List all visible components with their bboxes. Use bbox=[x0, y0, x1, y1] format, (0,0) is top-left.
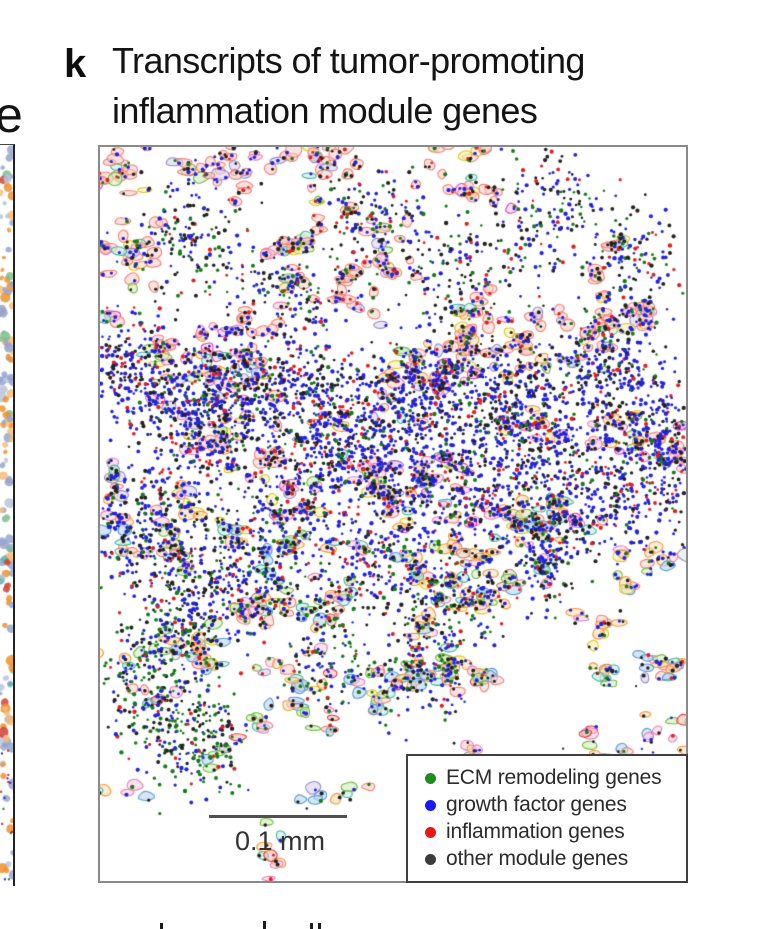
cropped-caption-fragment bbox=[318, 923, 321, 929]
adjacent-panel-cropped-text: e bbox=[0, 87, 23, 143]
adjacent-panel-sliver-image bbox=[0, 145, 13, 884]
cropped-caption-fragment bbox=[160, 923, 163, 929]
legend-dot-blue-icon bbox=[425, 799, 436, 811]
adjacent-panel-sliver bbox=[0, 144, 15, 886]
legend-item-other-module: other module genes bbox=[425, 846, 686, 873]
legend-label: growth factor genes bbox=[446, 793, 627, 816]
legend-dot-green-icon bbox=[425, 772, 436, 784]
legend-box: ECM remodeling genes growth factor genes… bbox=[406, 754, 688, 883]
legend-dot-black-icon bbox=[425, 853, 436, 865]
legend-label: ECM remodeling genes bbox=[446, 766, 662, 789]
cropped-caption-fragment bbox=[263, 921, 266, 929]
legend-item-inflammation: inflammation genes bbox=[425, 819, 686, 846]
scale-bar-label: 0.1 mm bbox=[234, 826, 326, 856]
panel-title-line1: Transcripts of tumor-promoting bbox=[112, 40, 585, 81]
scale-bar bbox=[209, 815, 347, 818]
panel-title-line2: inflammation module genes bbox=[112, 90, 538, 131]
legend-dot-red-icon bbox=[425, 826, 436, 838]
legend-item-growth-factor: growth factor genes bbox=[425, 792, 686, 819]
legend-label: other module genes bbox=[446, 847, 629, 870]
panel-title: Transcripts of tumor-promoting inflammat… bbox=[112, 36, 585, 136]
panel-label-k: k bbox=[64, 42, 87, 86]
tissue-image-panel: 0.1 mm ECM remodeling genes growth facto… bbox=[98, 145, 688, 883]
cropped-caption-fragment bbox=[310, 923, 313, 929]
legend-label: inflammation genes bbox=[446, 820, 625, 843]
legend-item-ecm-remodeling: ECM remodeling genes bbox=[425, 765, 686, 792]
